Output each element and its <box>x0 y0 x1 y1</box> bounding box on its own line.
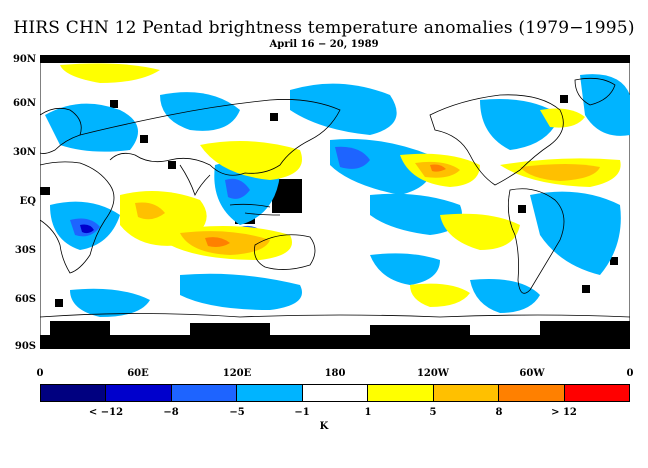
lon-label-0: 0 <box>36 368 44 379</box>
missing-data-regions <box>40 55 630 349</box>
colorbar-unit: K <box>319 421 329 432</box>
colorbar-label-2: −8 <box>163 407 179 418</box>
lat-label-90n: 90N <box>12 54 36 65</box>
map-title: HIRS CHN 12 Pentad brightness temperatur… <box>13 18 635 38</box>
lon-label-120e: 120E <box>222 368 252 379</box>
colorbar-label-8: > 12 <box>551 407 577 418</box>
colorbar-segment-5 <box>302 385 369 401</box>
colorbar <box>40 384 630 402</box>
colorbar-label-5: 1 <box>364 407 372 418</box>
colorbar-segment-3 <box>171 385 238 401</box>
colorbar-segment-2 <box>106 385 172 401</box>
colorbar-label-4: −1 <box>294 407 310 418</box>
colorbar-segment-1 <box>41 385 107 401</box>
lat-label-90s: 90S <box>14 341 36 352</box>
colorbar-segment-6 <box>368 385 434 401</box>
colorbar-label-6: 5 <box>429 407 437 418</box>
anomaly-map <box>40 55 630 349</box>
colorbar-label-1: < −12 <box>88 407 124 418</box>
lat-label-30n: 30N <box>12 147 36 158</box>
colorbar-segment-7 <box>433 385 500 401</box>
lat-label-60s: 60S <box>14 294 36 305</box>
lat-label-30s: 30S <box>14 245 36 256</box>
colorbar-segment-8 <box>499 385 565 401</box>
hot-regions <box>205 164 446 247</box>
very-cold-regions <box>80 224 94 234</box>
lon-label-120w: 120W <box>416 368 450 379</box>
colorbar-label-3: −5 <box>229 407 245 418</box>
lat-label-eq: EQ <box>19 196 36 207</box>
coastlines <box>40 77 630 318</box>
colorbar-segment-9 <box>564 385 629 401</box>
map-subtitle: April 16 − 20, 1989 <box>269 39 379 50</box>
lon-label-60e: 60E <box>127 368 149 379</box>
colorbar-label-7: 8 <box>495 407 503 418</box>
lat-label-60n: 60N <box>12 98 36 109</box>
lon-label-180: 180 <box>324 368 346 379</box>
lon-label-60w: 60W <box>519 368 545 379</box>
lon-label-0-end: 0 <box>626 368 634 379</box>
colorbar-segment-4 <box>237 385 303 401</box>
